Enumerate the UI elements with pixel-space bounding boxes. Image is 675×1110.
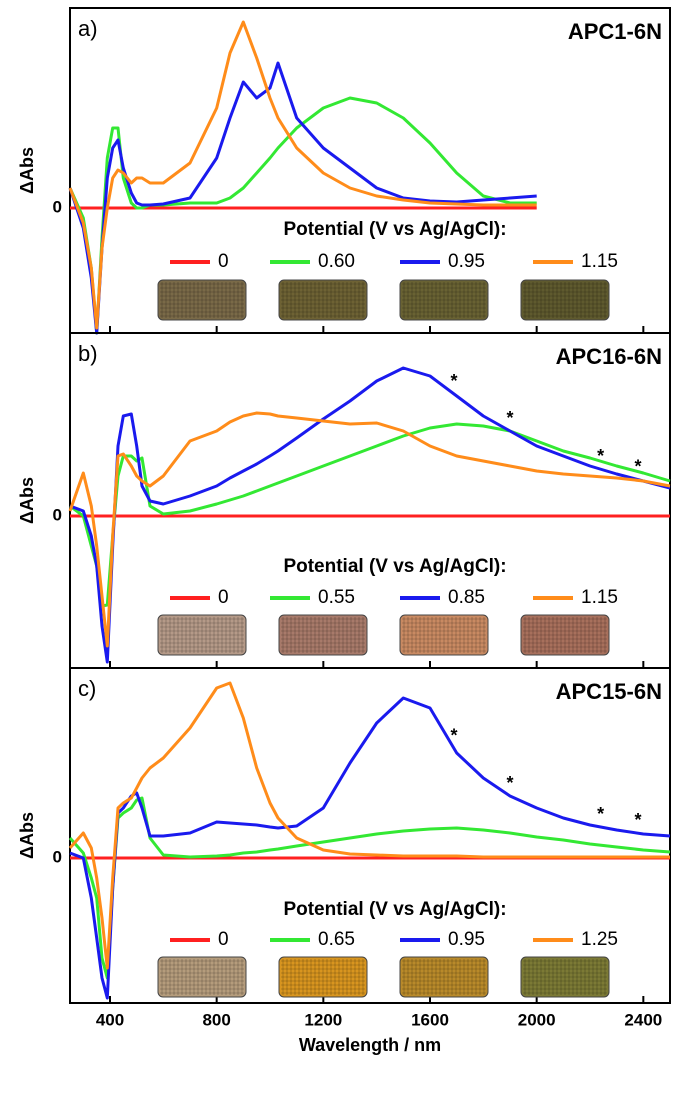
legend-label: 0: [218, 929, 229, 950]
spectrum-line: [68, 796, 671, 980]
legend-label: 0.65: [318, 929, 355, 950]
panel-label: b): [78, 341, 98, 366]
spectrum-line: [68, 61, 537, 335]
legend-label: 0.55: [318, 587, 355, 608]
film-photo: [520, 279, 610, 321]
panel-label: c): [78, 676, 96, 701]
x-tick-label: 1200: [304, 1010, 342, 1029]
spectrum-line: [68, 411, 671, 648]
annotation: *: [634, 456, 641, 476]
annotation: *: [506, 408, 513, 428]
x-tick-label: 1600: [411, 1010, 449, 1029]
film-photo: [520, 614, 610, 656]
annotation: *: [634, 810, 641, 830]
spectrum-line: [69, 696, 671, 1000]
x-tick-label: 400: [96, 1010, 124, 1029]
x-tick-label: 2400: [624, 1010, 662, 1029]
annotation: *: [450, 725, 457, 745]
film-photo: [157, 614, 247, 656]
film-photo: [278, 279, 368, 321]
x-tick-label: 800: [202, 1010, 230, 1029]
y-tick-label: 0: [53, 505, 62, 524]
legend-label: 0: [218, 587, 229, 608]
y-tick-label: 0: [53, 847, 62, 866]
legend-label: 0.95: [448, 251, 485, 272]
spectrum-line: [68, 96, 537, 335]
legend-label: 1.25: [581, 929, 618, 950]
film-photo: [399, 956, 489, 998]
legend-title: Potential (V vs Ag/AgCl):: [283, 556, 506, 577]
panel-title: APC1-6N: [568, 19, 662, 44]
legend-label: 1.15: [581, 587, 618, 608]
panel: 0 ΔAbs a) APC1-6N Potential (V vs Ag/AgCl): 0…: [17, 7, 671, 335]
spectrum-line: [68, 681, 670, 970]
y-axis-label: ΔAbs: [17, 812, 37, 859]
panel-label: a): [78, 16, 98, 41]
annotation: *: [450, 371, 457, 391]
panel-title: APC16-6N: [556, 344, 662, 369]
panel: 0 ΔAbs b) APC16-6N Potential (V vs Ag/AgCl):…: [17, 332, 671, 669]
annotation: *: [506, 773, 513, 793]
panel: 400 800 1200 1600 2000 2400 Wavelength / nm 0 ΔA…: [17, 667, 671, 1055]
film-photo: [157, 279, 247, 321]
film-photo: [399, 614, 489, 656]
annotation: *: [597, 804, 604, 824]
legend-title: Potential (V vs Ag/AgCl):: [283, 899, 506, 920]
panel-title: APC15-6N: [556, 679, 662, 704]
y-tick-label: 0: [53, 197, 62, 216]
film-photo: [157, 956, 247, 998]
legend-label: 0.60: [318, 251, 355, 272]
film-photo: [520, 956, 610, 998]
x-axis-label: Wavelength / nm: [299, 1035, 441, 1055]
spectrum-line: [68, 20, 537, 330]
legend-label: 0.95: [448, 929, 485, 950]
film-photo: [278, 614, 368, 656]
y-axis-label: ΔAbs: [17, 147, 37, 194]
x-tick-label: 2000: [518, 1010, 556, 1029]
legend-label: 0.85: [448, 587, 485, 608]
annotation: *: [597, 446, 604, 466]
y-axis-label: ΔAbs: [17, 477, 37, 524]
legend-title: Potential (V vs Ag/AgCl):: [283, 219, 506, 240]
film-photo: [399, 279, 489, 321]
legend-label: 1.15: [581, 251, 618, 272]
film-photo: [278, 956, 368, 998]
legend-label: 0: [218, 251, 229, 272]
